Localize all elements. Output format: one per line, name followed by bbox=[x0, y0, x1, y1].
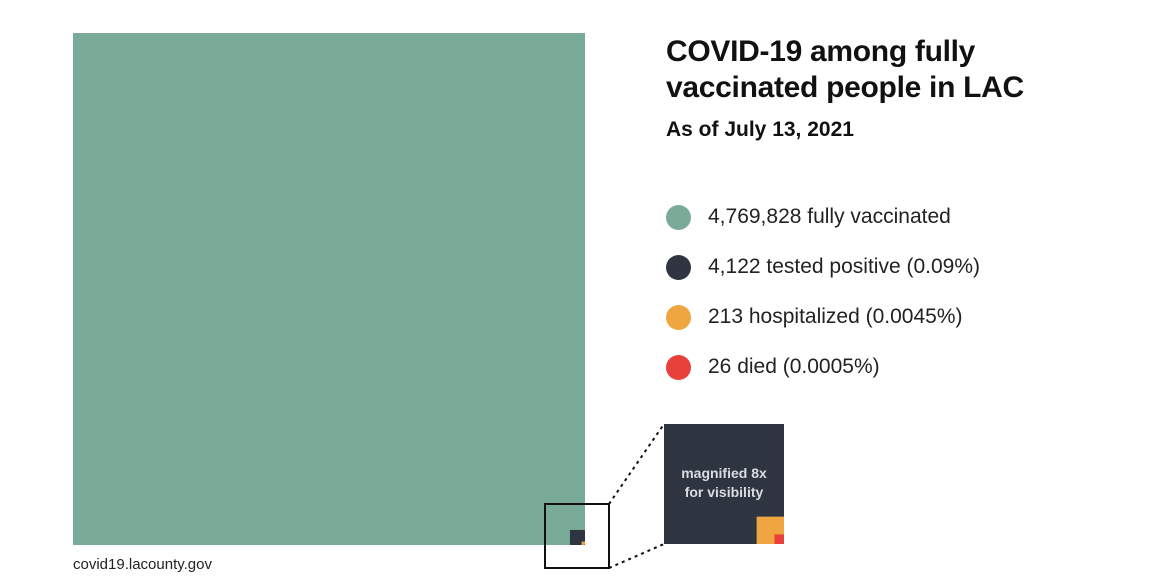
legend-item-died: 26 died (0.0005%) bbox=[666, 342, 1146, 392]
legend-item-hospitalized: 213 hospitalized (0.0045%) bbox=[666, 292, 1146, 342]
inset-square-died bbox=[774, 534, 784, 544]
magnify-connector-top bbox=[608, 423, 665, 505]
legend-label-fully-vaccinated: 4,769,828 fully vaccinated bbox=[708, 205, 951, 228]
legend-label-hospitalized: 213 hospitalized (0.0045%) bbox=[708, 305, 963, 328]
legend-item-tested-positive: 4,122 tested positive (0.09%) bbox=[666, 242, 1146, 292]
chart-title: COVID-19 among fully vaccinated people i… bbox=[666, 35, 1024, 104]
legend-dot-fully-vaccinated bbox=[666, 204, 691, 230]
legend-label-died: 26 died (0.0005%) bbox=[708, 355, 880, 378]
legend: 4,769,828 fully vaccinated 4,122 tested … bbox=[666, 192, 1146, 392]
chart-subtitle: As of July 13, 2021 bbox=[666, 118, 854, 141]
legend-dot-tested-positive bbox=[666, 254, 691, 280]
legend-item-fully-vaccinated: 4,769,828 fully vaccinated bbox=[666, 192, 1146, 242]
inset-label-line1: magnified 8x bbox=[681, 465, 767, 481]
magnify-connector-bottom bbox=[608, 543, 665, 569]
inset-label-line2: for visibility bbox=[685, 484, 764, 500]
legend-dot-hospitalized bbox=[666, 304, 691, 330]
square-fully-vaccinated bbox=[73, 33, 585, 545]
square-hospitalized bbox=[581, 541, 585, 545]
legend-label-tested-positive: 4,122 tested positive (0.09%) bbox=[708, 255, 980, 278]
magnify-frame bbox=[544, 503, 610, 569]
source-credit: covid19.lacounty.gov bbox=[73, 556, 212, 573]
legend-dot-died bbox=[666, 354, 691, 380]
square-died bbox=[583, 543, 585, 545]
square-tested-positive bbox=[569, 529, 585, 545]
